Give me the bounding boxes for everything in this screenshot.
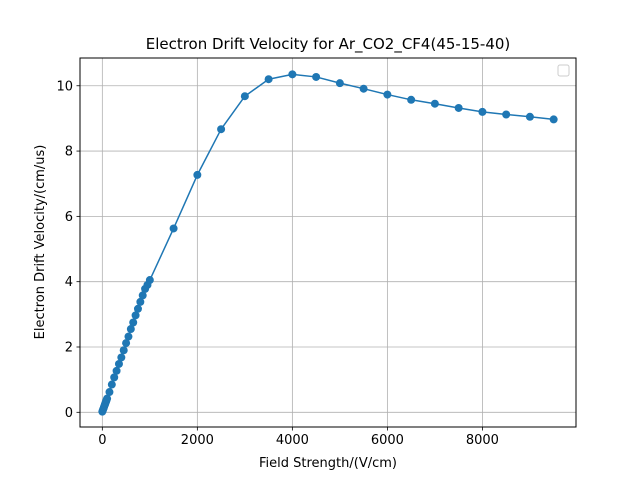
data-point [138,291,147,300]
chart-title: Electron Drift Velocity for Ar_CO2_CF4(4… [146,35,511,54]
x-axis-label: Field Strength/(V/cm) [259,456,397,471]
data-point [129,318,138,327]
data-point [335,79,344,88]
data-point [478,107,487,116]
data-point [525,112,534,121]
data-point [117,353,126,362]
data-point [193,170,202,179]
data-point [502,110,511,119]
x-tick-label: 0 [98,433,106,448]
data-point [169,224,178,233]
data-point [359,84,368,93]
y-tick-label: 10 [56,79,73,94]
data-point [122,339,131,348]
x-tick-label: 6000 [371,433,404,448]
data-point [407,95,416,104]
x-tick-label: 8000 [466,433,499,448]
data-point [430,99,439,108]
data-point [105,388,114,397]
data-point [240,92,249,101]
data-point [133,304,142,313]
data-point [288,70,297,79]
data-point [145,276,154,285]
data-point [136,297,145,306]
x-tick-label: 4000 [276,433,309,448]
data-point [126,325,135,334]
data-point [131,311,140,320]
data-point [549,115,558,124]
data-point [264,75,273,84]
data-point [383,90,392,99]
data-point [114,359,123,368]
data-point [119,346,128,355]
data-point [454,103,463,112]
y-tick-label: 6 [65,210,73,225]
legend-box [557,64,570,77]
x-tick-label: 2000 [181,433,214,448]
data-point [217,125,226,134]
y-axis-label: Electron Drift Velocity/(cm/us) [33,145,48,340]
grid [80,58,576,427]
data-point [110,373,119,382]
y-tick-label: 2 [65,340,73,355]
data-point [124,332,133,341]
data-point [103,394,112,403]
y-tick-label: 4 [65,275,73,290]
y-tick-label: 0 [65,406,73,421]
plot-area-frame [79,57,577,428]
axis-ticks: 0 2000 4000 6000 8000 0 2 4 6 8 10 [56,79,498,448]
data-point [107,380,116,389]
data-point [312,72,321,81]
series-layer [98,70,558,416]
data-point [112,366,121,375]
y-tick-label: 8 [65,145,73,160]
